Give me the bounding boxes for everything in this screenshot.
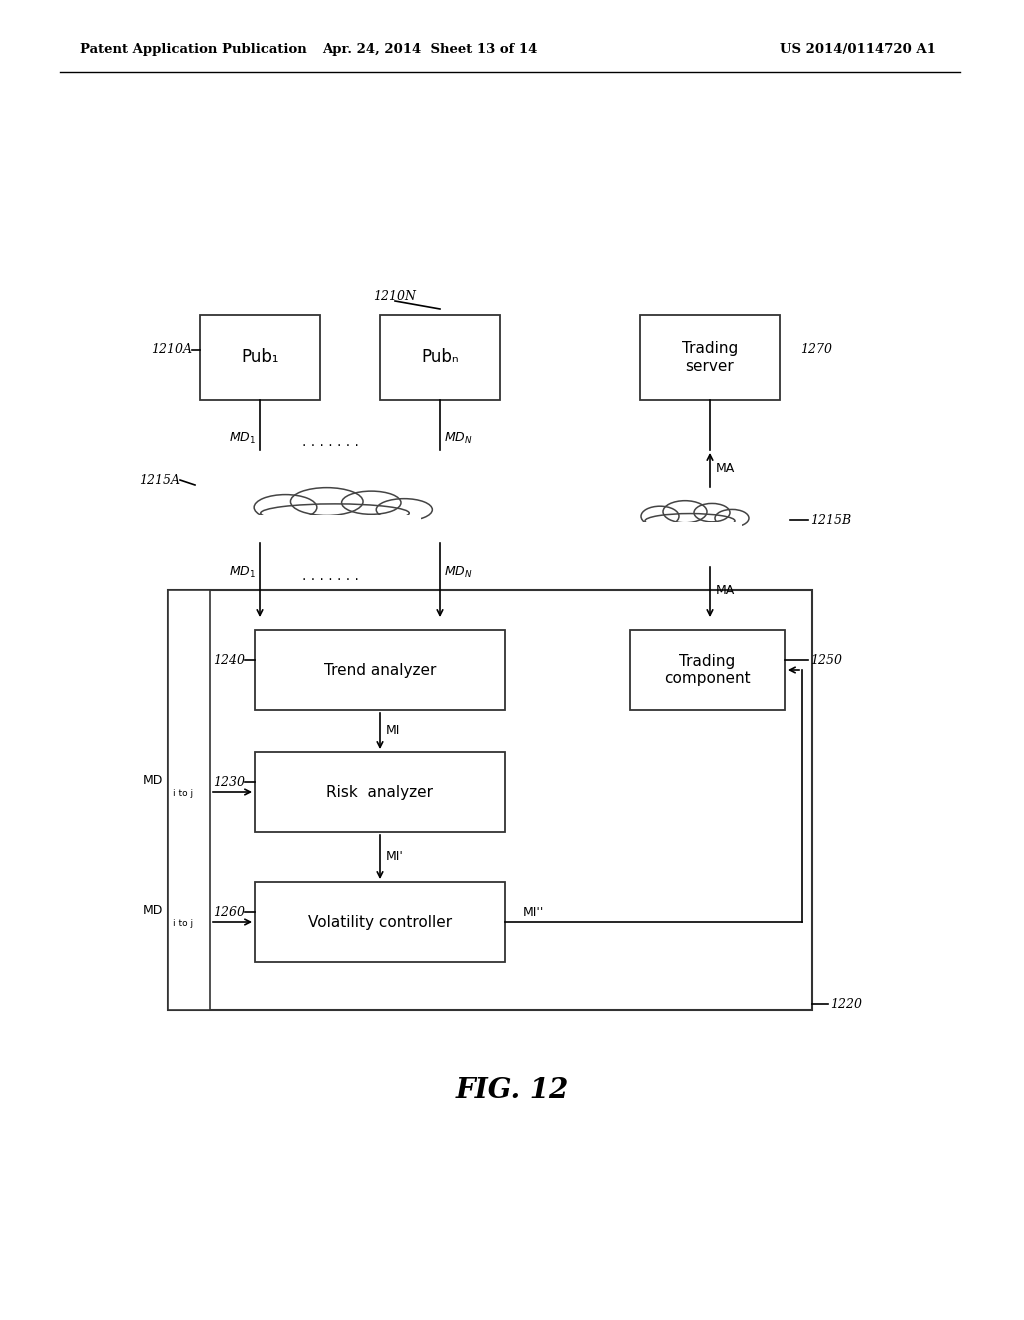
Bar [380, 315, 500, 400]
Ellipse shape [663, 500, 707, 523]
Text: i to j: i to j [173, 920, 194, 928]
Text: MA: MA [716, 462, 735, 474]
Text: i to j: i to j [173, 789, 194, 799]
Bar [640, 315, 780, 400]
Ellipse shape [645, 513, 735, 528]
Bar [255, 882, 505, 962]
Text: MD: MD [142, 774, 163, 787]
Ellipse shape [254, 495, 316, 520]
Text: Patent Application Publication: Patent Application Publication [80, 44, 307, 57]
Text: 1250: 1250 [810, 653, 842, 667]
Text: 1220: 1220 [830, 998, 862, 1011]
Text: Apr. 24, 2014  Sheet 13 of 14: Apr. 24, 2014 Sheet 13 of 14 [323, 44, 538, 57]
Text: MA: MA [716, 583, 735, 597]
Text: 1215B: 1215B [810, 513, 851, 527]
Text: . . . . . . .: . . . . . . . [301, 569, 358, 583]
Text: 1270: 1270 [800, 343, 831, 356]
Text: 1210A: 1210A [151, 343, 193, 356]
Text: Risk  analyzer: Risk analyzer [327, 784, 433, 800]
Ellipse shape [261, 504, 410, 523]
Bar [630, 630, 785, 710]
Text: $MD_1$: $MD_1$ [228, 430, 256, 446]
Text: 1230: 1230 [213, 776, 245, 788]
Ellipse shape [291, 487, 364, 516]
Text: Trading
server: Trading server [682, 342, 738, 374]
Ellipse shape [715, 510, 749, 527]
Text: Pub₁: Pub₁ [242, 348, 279, 367]
Text: 1240: 1240 [213, 653, 245, 667]
Bar [638, 523, 742, 532]
Text: Trend analyzer: Trend analyzer [324, 663, 436, 677]
Bar [168, 590, 812, 1010]
Bar [249, 515, 421, 527]
Text: $MD_1$: $MD_1$ [228, 565, 256, 579]
Text: 1210N: 1210N [374, 290, 417, 304]
Text: 1260: 1260 [213, 906, 245, 919]
Ellipse shape [342, 491, 401, 515]
Text: $MD_N$: $MD_N$ [444, 565, 473, 579]
Bar [200, 315, 319, 400]
Text: $MD_N$: $MD_N$ [444, 430, 473, 446]
Ellipse shape [376, 499, 432, 520]
Text: Trading
component: Trading component [665, 653, 751, 686]
Text: MD: MD [142, 903, 163, 916]
Text: FIG. 12: FIG. 12 [456, 1077, 568, 1104]
Text: US 2014/0114720 A1: US 2014/0114720 A1 [780, 44, 936, 57]
Bar [255, 630, 505, 710]
Text: 1215A: 1215A [139, 474, 180, 487]
Ellipse shape [641, 506, 679, 527]
Bar [255, 752, 505, 832]
Text: MI': MI' [386, 850, 403, 863]
Text: MI'': MI'' [523, 906, 545, 919]
Text: MI: MI [386, 725, 400, 738]
Text: . . . . . . .: . . . . . . . [301, 436, 358, 449]
Text: Volatility controller: Volatility controller [308, 915, 452, 929]
Ellipse shape [694, 503, 730, 521]
Text: Pubₙ: Pubₙ [421, 348, 459, 367]
Bar [168, 590, 210, 1010]
